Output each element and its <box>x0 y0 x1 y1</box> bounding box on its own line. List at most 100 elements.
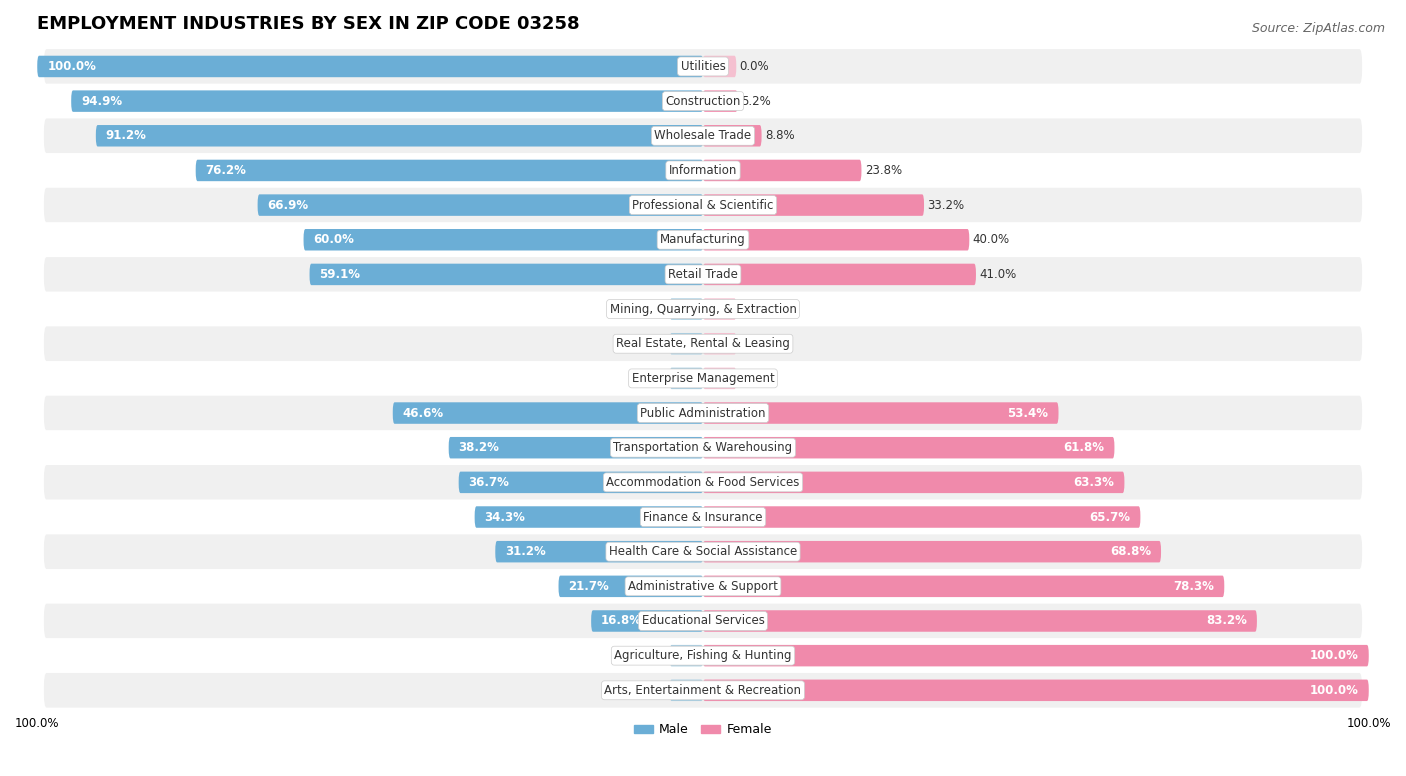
Text: Accommodation & Food Services: Accommodation & Food Services <box>606 476 800 489</box>
FancyBboxPatch shape <box>703 506 1140 528</box>
Text: 0.0%: 0.0% <box>637 650 666 662</box>
FancyBboxPatch shape <box>669 298 703 320</box>
FancyBboxPatch shape <box>703 264 976 285</box>
Text: 40.0%: 40.0% <box>973 234 1010 246</box>
Text: Administrative & Support: Administrative & Support <box>628 580 778 593</box>
Text: 36.7%: 36.7% <box>468 476 509 489</box>
FancyBboxPatch shape <box>72 90 703 112</box>
FancyBboxPatch shape <box>44 223 1362 257</box>
Text: 0.0%: 0.0% <box>740 338 769 350</box>
FancyBboxPatch shape <box>703 645 1369 667</box>
Text: 76.2%: 76.2% <box>205 164 246 177</box>
FancyBboxPatch shape <box>44 188 1362 223</box>
Text: 38.2%: 38.2% <box>458 442 499 454</box>
Text: Transportation & Warehousing: Transportation & Warehousing <box>613 442 793 454</box>
FancyBboxPatch shape <box>703 125 762 147</box>
FancyBboxPatch shape <box>703 194 924 216</box>
FancyBboxPatch shape <box>703 333 737 355</box>
Text: 91.2%: 91.2% <box>105 130 146 142</box>
Text: 0.0%: 0.0% <box>740 303 769 316</box>
Text: 100.0%: 100.0% <box>48 60 96 73</box>
Text: 60.0%: 60.0% <box>314 234 354 246</box>
Text: 66.9%: 66.9% <box>267 199 309 212</box>
FancyBboxPatch shape <box>44 84 1362 119</box>
FancyBboxPatch shape <box>669 680 703 701</box>
FancyBboxPatch shape <box>44 431 1362 465</box>
FancyBboxPatch shape <box>195 160 703 181</box>
FancyBboxPatch shape <box>304 229 703 251</box>
Text: 34.3%: 34.3% <box>485 511 526 524</box>
FancyBboxPatch shape <box>669 333 703 355</box>
FancyBboxPatch shape <box>703 680 1369 701</box>
FancyBboxPatch shape <box>591 610 703 632</box>
Text: 59.1%: 59.1% <box>319 268 360 281</box>
FancyBboxPatch shape <box>449 437 703 459</box>
FancyBboxPatch shape <box>669 645 703 667</box>
Text: 0.0%: 0.0% <box>740 60 769 73</box>
Text: 0.0%: 0.0% <box>637 684 666 697</box>
FancyBboxPatch shape <box>703 437 1115 459</box>
Text: Source: ZipAtlas.com: Source: ZipAtlas.com <box>1251 22 1385 35</box>
Text: 53.4%: 53.4% <box>1008 407 1049 420</box>
Text: 33.2%: 33.2% <box>928 199 965 212</box>
Text: 21.7%: 21.7% <box>568 580 609 593</box>
FancyBboxPatch shape <box>458 472 703 493</box>
Text: 0.0%: 0.0% <box>637 303 666 316</box>
Text: 23.8%: 23.8% <box>865 164 901 177</box>
FancyBboxPatch shape <box>44 604 1362 639</box>
Text: Public Administration: Public Administration <box>640 407 766 420</box>
FancyBboxPatch shape <box>703 576 1225 597</box>
FancyBboxPatch shape <box>37 56 703 77</box>
FancyBboxPatch shape <box>703 541 1161 563</box>
Text: 41.0%: 41.0% <box>980 268 1017 281</box>
FancyBboxPatch shape <box>703 472 1125 493</box>
Text: 83.2%: 83.2% <box>1206 615 1247 628</box>
FancyBboxPatch shape <box>44 49 1362 84</box>
Text: 46.6%: 46.6% <box>402 407 444 420</box>
FancyBboxPatch shape <box>703 402 1059 424</box>
FancyBboxPatch shape <box>669 368 703 389</box>
FancyBboxPatch shape <box>558 576 703 597</box>
Text: Wholesale Trade: Wholesale Trade <box>654 130 752 142</box>
FancyBboxPatch shape <box>703 229 969 251</box>
FancyBboxPatch shape <box>44 119 1362 153</box>
Text: 0.0%: 0.0% <box>740 372 769 385</box>
Text: Information: Information <box>669 164 737 177</box>
FancyBboxPatch shape <box>44 361 1362 396</box>
FancyBboxPatch shape <box>703 610 1257 632</box>
FancyBboxPatch shape <box>475 506 703 528</box>
FancyBboxPatch shape <box>44 396 1362 431</box>
FancyBboxPatch shape <box>703 298 737 320</box>
Text: 5.2%: 5.2% <box>741 95 770 108</box>
FancyBboxPatch shape <box>703 90 738 112</box>
Text: 78.3%: 78.3% <box>1174 580 1215 593</box>
FancyBboxPatch shape <box>703 368 737 389</box>
FancyBboxPatch shape <box>44 327 1362 361</box>
FancyBboxPatch shape <box>703 56 737 77</box>
Text: Manufacturing: Manufacturing <box>661 234 745 246</box>
FancyBboxPatch shape <box>44 257 1362 292</box>
Text: Health Care & Social Assistance: Health Care & Social Assistance <box>609 546 797 558</box>
FancyBboxPatch shape <box>44 153 1362 188</box>
Text: Enterprise Management: Enterprise Management <box>631 372 775 385</box>
Text: 100.0%: 100.0% <box>1310 684 1358 697</box>
Text: 0.0%: 0.0% <box>637 372 666 385</box>
Text: 68.8%: 68.8% <box>1109 546 1152 558</box>
Text: 16.8%: 16.8% <box>602 615 643 628</box>
Text: Professional & Scientific: Professional & Scientific <box>633 199 773 212</box>
Text: Real Estate, Rental & Leasing: Real Estate, Rental & Leasing <box>616 338 790 350</box>
Text: Utilities: Utilities <box>681 60 725 73</box>
Text: Agriculture, Fishing & Hunting: Agriculture, Fishing & Hunting <box>614 650 792 662</box>
Text: Mining, Quarrying, & Extraction: Mining, Quarrying, & Extraction <box>610 303 796 316</box>
FancyBboxPatch shape <box>44 673 1362 708</box>
FancyBboxPatch shape <box>44 292 1362 327</box>
Text: 0.0%: 0.0% <box>637 338 666 350</box>
Text: 100.0%: 100.0% <box>1310 650 1358 662</box>
Text: 63.3%: 63.3% <box>1074 476 1115 489</box>
Text: Finance & Insurance: Finance & Insurance <box>644 511 762 524</box>
Text: Educational Services: Educational Services <box>641 615 765 628</box>
FancyBboxPatch shape <box>703 160 862 181</box>
Text: Arts, Entertainment & Recreation: Arts, Entertainment & Recreation <box>605 684 801 697</box>
Text: Retail Trade: Retail Trade <box>668 268 738 281</box>
Text: Construction: Construction <box>665 95 741 108</box>
